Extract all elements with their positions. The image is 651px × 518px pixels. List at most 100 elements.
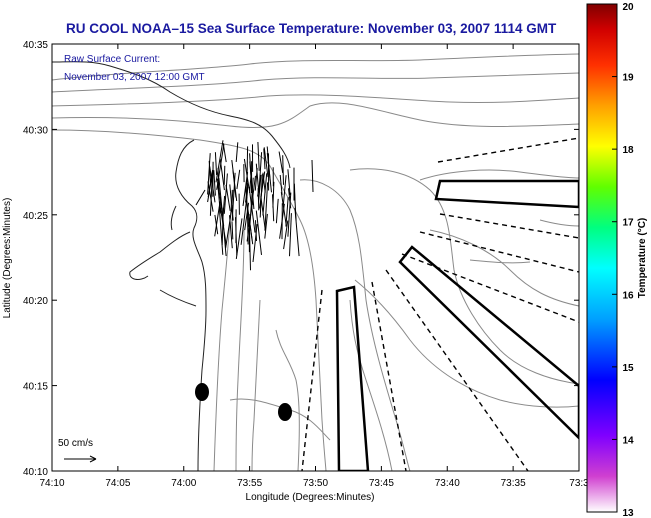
colorbar-tick-label: 13 — [622, 508, 634, 518]
y-tick-label: 40:15 — [23, 382, 48, 393]
current-vector — [236, 169, 241, 190]
x-axis-ticks: 74:10 74:05 74:00 73:55 73:50 73:45 73:40 73:35… — [39, 44, 589, 489]
colorbar-tick-label: 14 — [622, 435, 634, 446]
surface-current-vectors — [195, 140, 314, 271]
current-vector — [217, 182, 221, 214]
current-vector — [279, 174, 283, 196]
current-vector — [213, 170, 216, 196]
current-vector — [207, 153, 211, 195]
station-markers — [195, 383, 292, 421]
current-vector — [264, 213, 268, 239]
current-vector — [214, 152, 218, 176]
y-tick-label: 40:30 — [23, 125, 48, 136]
x-tick-label: 74:00 — [171, 478, 196, 489]
current-vector — [263, 148, 266, 170]
current-vector — [283, 220, 289, 250]
current-vector — [255, 220, 257, 242]
plot-area: Raw Surface Current: November 03, 2007 1… — [52, 44, 579, 471]
current-vector — [225, 184, 231, 211]
current-vector — [208, 160, 211, 183]
annotation-line-1: Raw Surface Current: — [64, 54, 160, 65]
colorbar-label: Temperature (°C) — [637, 218, 648, 299]
annotation-line-2: November 03, 2007 12:00 GMT — [64, 72, 205, 83]
current-vector — [282, 155, 284, 185]
current-vector — [263, 147, 269, 178]
current-vector — [231, 221, 234, 240]
colorbar-tick-label: 18 — [622, 145, 634, 156]
current-vector — [235, 142, 239, 162]
current-vector — [294, 207, 300, 257]
current-vector — [247, 211, 249, 245]
colorbar-tick-label: 17 — [622, 218, 634, 229]
current-vector — [289, 213, 292, 257]
current-vector — [207, 181, 214, 212]
current-vector — [231, 172, 236, 221]
current-vector — [240, 196, 248, 245]
current-vector — [216, 178, 224, 220]
current-vector — [248, 222, 251, 271]
current-vector — [235, 218, 243, 259]
x-tick-label: 73:35 — [501, 478, 526, 489]
current-vector — [266, 153, 272, 193]
current-vector — [249, 161, 254, 205]
current-vector — [214, 201, 221, 237]
y-tick-label: 40:10 — [23, 467, 48, 478]
current-vector — [311, 159, 314, 193]
current-vector — [221, 207, 224, 246]
current-vector — [219, 158, 225, 191]
x-tick-label: 73:3 — [569, 478, 589, 489]
current-vector — [258, 152, 263, 193]
colorbar — [586, 3, 618, 513]
y-axis-label: Latitude (Degrees:Minutes) — [2, 198, 13, 319]
current-vector — [262, 173, 268, 216]
current-vector — [260, 196, 266, 229]
current-vector — [223, 173, 228, 214]
current-vector — [257, 188, 260, 211]
colorbar-tick-label: 19 — [622, 73, 634, 84]
current-vector — [249, 177, 254, 225]
map-title: RU COOL NOAA–15 Sea Surface Temperature:… — [66, 21, 557, 36]
x-tick-label: 73:55 — [237, 478, 262, 489]
current-vector — [246, 146, 249, 198]
coastline — [52, 61, 291, 471]
x-tick-label: 74:05 — [105, 478, 130, 489]
colorbar-ticks: 20 19 18 17 16 15 14 13 — [612, 2, 634, 518]
x-tick-label: 74:10 — [39, 478, 64, 489]
x-tick-label: 73:50 — [303, 478, 328, 489]
current-vector — [264, 182, 269, 231]
current-vector — [207, 169, 214, 198]
current-vector — [278, 151, 284, 173]
scale-arrow — [64, 455, 97, 463]
x-tick-label: 73:40 — [435, 478, 460, 489]
current-vector — [262, 172, 266, 193]
solid-track-outlines — [335, 179, 579, 471]
bathymetry-contours — [52, 53, 579, 471]
current-vector — [287, 169, 291, 196]
current-vector — [225, 205, 233, 249]
colorbar-tick-label: 20 — [622, 2, 634, 13]
current-vector — [222, 143, 227, 163]
current-vector — [223, 165, 226, 185]
current-vector — [285, 197, 289, 227]
y-axis-ticks: 40:35 40:30 40:25 40:20 40:15 40:10 — [23, 40, 579, 478]
current-vector — [282, 175, 287, 206]
y-tick-label: 40:20 — [23, 296, 48, 307]
dashed-track-lines — [301, 137, 579, 471]
x-axis-label: Longitude (Degrees:Minutes) — [246, 492, 375, 503]
current-vector — [279, 203, 285, 239]
current-vector — [255, 163, 260, 193]
current-vector — [287, 192, 292, 237]
current-vector — [275, 198, 279, 224]
current-vector — [248, 186, 256, 233]
current-vector — [215, 140, 224, 183]
current-vector — [259, 176, 264, 209]
current-vector — [209, 166, 216, 203]
x-tick-label: 73:45 — [369, 478, 394, 489]
current-vector — [195, 189, 206, 206]
current-vector — [243, 158, 250, 188]
y-tick-label: 40:25 — [23, 211, 48, 222]
current-vector — [246, 199, 253, 241]
scale-label: 50 cm/s — [58, 438, 93, 449]
y-tick-label: 40:35 — [23, 40, 48, 51]
